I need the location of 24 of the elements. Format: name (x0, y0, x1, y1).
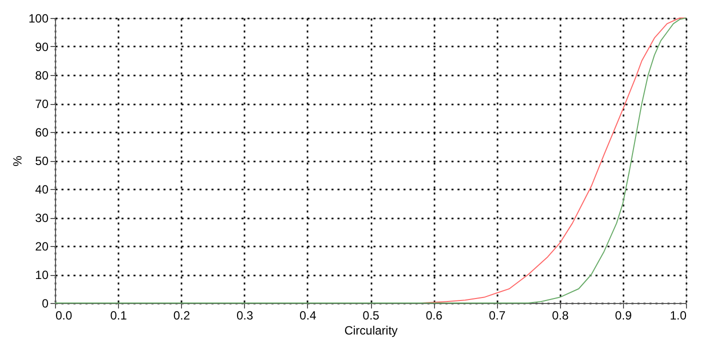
y-tick-label: 80 (35, 68, 49, 82)
y-tick-label: 70 (35, 97, 49, 111)
y-tick-label: 60 (35, 126, 49, 140)
y-tick-label: 90 (35, 40, 49, 54)
y-tick-label: 50 (35, 154, 49, 168)
y-tick-label: 30 (35, 211, 49, 225)
y-axis-title: % (10, 155, 24, 166)
x-axis-title: Circularity (344, 324, 398, 338)
x-tick-label: 0.0 (56, 308, 73, 322)
x-tick-label: 0.4 (300, 308, 317, 322)
x-tick-label: 0.3 (236, 308, 254, 322)
x-tick-label: 0.9 (615, 308, 632, 322)
x-tick-label: 0.2 (173, 308, 190, 322)
y-tick-label: 20 (35, 240, 49, 254)
x-tick-label: 0.8 (552, 308, 569, 322)
x-tick-label: 0.7 (488, 308, 506, 322)
y-tick-label: 100 (28, 12, 49, 26)
y-tick-label: 0 (42, 296, 49, 310)
x-tick-label: 1.0 (670, 308, 687, 322)
y-tick-label: 40 (35, 182, 49, 196)
y-tick-label: 10 (35, 268, 49, 282)
x-tick-label: 0.6 (426, 308, 443, 322)
x-tick-label: 0.1 (110, 308, 128, 322)
x-tick-label: 0.5 (362, 308, 380, 322)
